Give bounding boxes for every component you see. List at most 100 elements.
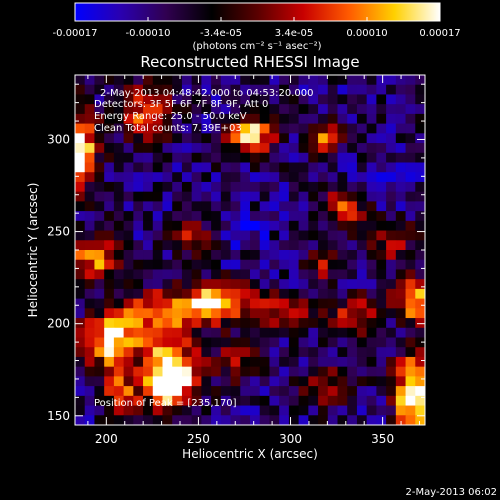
heatmap-cell xyxy=(201,337,212,348)
heatmap-cell xyxy=(366,123,377,134)
heatmap-cell xyxy=(327,337,338,348)
heatmap-cell xyxy=(376,240,387,251)
heatmap-cell xyxy=(279,94,290,105)
heatmap-cell xyxy=(240,191,251,202)
heatmap-cell xyxy=(318,143,329,154)
heatmap-cell xyxy=(143,152,154,163)
heatmap-cell xyxy=(337,386,348,397)
heatmap-cell xyxy=(308,298,319,309)
heatmap-cell xyxy=(152,143,163,154)
heatmap-cell xyxy=(347,356,358,368)
heatmap-cell xyxy=(181,279,193,290)
heatmap-cell xyxy=(337,356,348,368)
heatmap-cell xyxy=(113,259,125,270)
heatmap-cell xyxy=(298,366,309,377)
heatmap-cell xyxy=(123,240,134,251)
heatmap-cell xyxy=(376,104,387,115)
heatmap-cell xyxy=(347,288,358,300)
heatmap-cell xyxy=(211,113,222,125)
heatmap-cell xyxy=(308,279,319,290)
colorbar-tick-label: 0.00010 xyxy=(346,28,387,39)
heatmap-cell xyxy=(386,288,397,300)
heatmap-cell xyxy=(181,376,193,387)
heatmap-cell xyxy=(104,366,115,377)
heatmap-cell xyxy=(220,395,231,406)
heatmap-cell xyxy=(84,269,95,280)
y-tick-label: 200 xyxy=(47,317,70,331)
heatmap-cell xyxy=(356,181,368,193)
heatmap-cell xyxy=(376,123,387,134)
heatmap-cell xyxy=(327,162,338,173)
heatmap-cell xyxy=(104,376,115,387)
heatmap-cell xyxy=(123,220,134,231)
heatmap-cell xyxy=(318,211,329,222)
heatmap-cell xyxy=(240,230,251,241)
heatmap-cell xyxy=(386,113,397,125)
heatmap-cell xyxy=(269,75,280,86)
heatmap-cell xyxy=(162,201,173,212)
heatmap-cell xyxy=(376,395,387,406)
heatmap-cell xyxy=(347,395,358,406)
heatmap-cell xyxy=(240,298,251,309)
heatmap-cell xyxy=(133,366,144,377)
heatmap-cell xyxy=(181,113,193,125)
heatmap-cell xyxy=(288,84,300,95)
heatmap-cell xyxy=(259,415,270,426)
heatmap-cell xyxy=(386,211,397,222)
heatmap-cell xyxy=(162,269,173,280)
heatmap-cell xyxy=(366,104,377,115)
heatmap-cell xyxy=(201,220,212,231)
heatmap-cell xyxy=(75,172,86,183)
heatmap-cell xyxy=(308,123,319,134)
heatmap-cell xyxy=(84,211,95,222)
heatmap-cell xyxy=(386,143,397,154)
heatmap-cell xyxy=(211,152,222,163)
heatmap-cell xyxy=(123,395,134,406)
heatmap-cell xyxy=(327,143,338,154)
heatmap-cell xyxy=(356,308,368,319)
heatmap-cell xyxy=(172,327,183,338)
heatmap-cell xyxy=(337,104,348,115)
heatmap-cell xyxy=(347,376,358,387)
heatmap-cell xyxy=(75,337,86,348)
heatmap-cell xyxy=(133,94,144,105)
heatmap-cell xyxy=(104,162,115,173)
heatmap-cell xyxy=(113,279,125,290)
heatmap-cell xyxy=(395,84,406,95)
heatmap-cell xyxy=(308,250,319,261)
heatmap-cell xyxy=(376,308,387,319)
heatmap-cell xyxy=(288,201,300,212)
heatmap-cell xyxy=(220,152,231,163)
heatmap-cell xyxy=(376,201,387,212)
heatmap-cell xyxy=(415,191,426,202)
heatmap-cell xyxy=(123,308,134,319)
heatmap-cell xyxy=(288,395,300,406)
heatmap-cell xyxy=(376,405,387,416)
heatmap-cell xyxy=(337,318,348,329)
heatmap-cell xyxy=(376,211,387,222)
heatmap-cell xyxy=(191,279,202,290)
heatmap-cell xyxy=(250,415,261,426)
heatmap-cell xyxy=(172,395,183,406)
heatmap-cell xyxy=(318,84,329,95)
heatmap-cell xyxy=(75,366,86,377)
heatmap-cell xyxy=(269,308,280,319)
heatmap-cell xyxy=(356,152,368,163)
heatmap-cell xyxy=(308,113,319,125)
heatmap-cell xyxy=(172,269,183,280)
heatmap-cell xyxy=(279,269,290,280)
heatmap-cell xyxy=(211,240,222,251)
heatmap-cell xyxy=(327,366,338,377)
heatmap-cell xyxy=(230,395,241,406)
heatmap-cell xyxy=(395,337,406,348)
heatmap-cell xyxy=(181,327,193,338)
heatmap-cell xyxy=(230,152,241,163)
heatmap-cell xyxy=(318,298,329,309)
heatmap-cell xyxy=(405,230,416,241)
heatmap-cell xyxy=(220,318,231,329)
heatmap-cell xyxy=(308,152,319,163)
heatmap-cell xyxy=(308,181,319,193)
heatmap-cell xyxy=(94,220,105,231)
heatmap-cell xyxy=(201,162,212,173)
